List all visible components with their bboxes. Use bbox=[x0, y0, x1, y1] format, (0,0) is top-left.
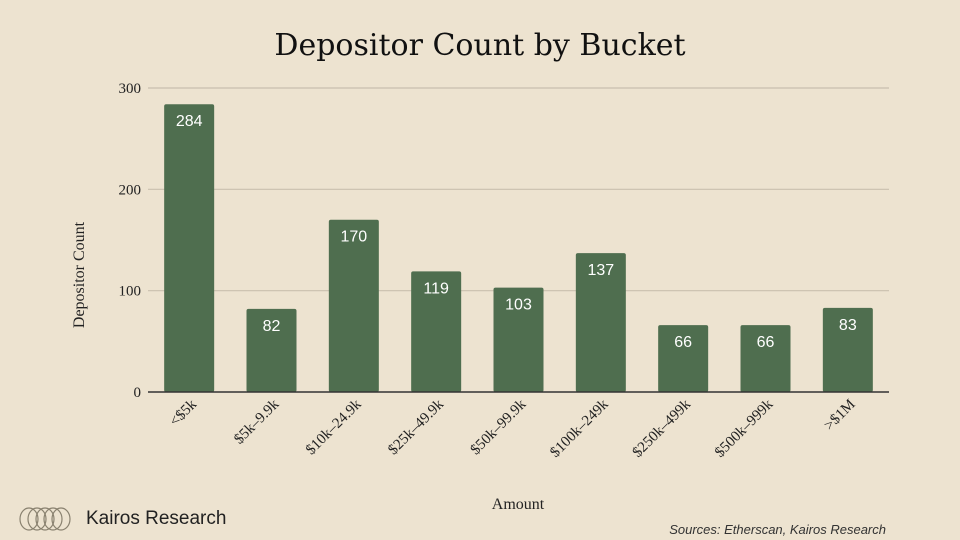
bar-value-label: 103 bbox=[505, 297, 532, 314]
x-category-label: $250k–499k bbox=[630, 396, 695, 461]
bar-value-label: 82 bbox=[263, 318, 281, 335]
bar bbox=[164, 104, 215, 393]
x-category-label: <$5k bbox=[167, 396, 201, 430]
y-tick-label: 200 bbox=[119, 182, 142, 198]
bar bbox=[328, 219, 379, 392]
x-category-label: $10k–24.9k bbox=[303, 396, 365, 458]
x-axis-categories: <$5k $5k–9.9k $10k–24.9k $25k–49.9k $50k–99.… bbox=[167, 396, 859, 461]
brand-name: Kairos Research bbox=[86, 508, 227, 529]
x-category-label: $100k–249k bbox=[547, 396, 612, 461]
bar-value-label: 66 bbox=[674, 334, 692, 351]
bar-value-label: 170 bbox=[340, 229, 367, 246]
y-tick-label: 100 bbox=[119, 284, 142, 300]
bar bbox=[822, 307, 873, 392]
x-category-label: $500k–999k bbox=[712, 396, 777, 461]
gridlines bbox=[148, 87, 889, 292]
bar bbox=[740, 325, 791, 392]
x-category-label: $50k–99.9k bbox=[468, 396, 530, 458]
bar-value-label: 119 bbox=[423, 280, 449, 297]
y-axis-ticks: 0 100 200 300 bbox=[119, 81, 142, 401]
bar bbox=[246, 308, 297, 392]
data-labels: 284 82 170 119 103 137 66 66 83 bbox=[176, 113, 857, 351]
sources-note: Sources: Etherscan, Kairos Research bbox=[669, 522, 886, 537]
brand-logo: Kairos Research bbox=[18, 506, 226, 532]
y-tick-label: 300 bbox=[119, 81, 142, 97]
x-axis-title: Amount bbox=[492, 496, 545, 513]
x-category-label: >$1M bbox=[821, 397, 858, 434]
bar-value-label: 284 bbox=[176, 113, 203, 130]
bar bbox=[658, 325, 709, 392]
x-category-label: $25k–49.9k bbox=[385, 396, 447, 458]
bar bbox=[575, 253, 626, 392]
y-tick-label: 0 bbox=[134, 385, 142, 401]
bar-value-label: 137 bbox=[587, 262, 614, 279]
kairos-logo-icon bbox=[19, 507, 71, 531]
bar-value-label: 83 bbox=[839, 317, 857, 334]
bar bbox=[411, 271, 462, 392]
y-axis-title: Depositor Count bbox=[71, 221, 88, 328]
bar-value-label: 66 bbox=[757, 334, 775, 351]
chart-title: Depositor Count by Bucket bbox=[274, 28, 685, 63]
bar bbox=[493, 287, 544, 392]
bars bbox=[164, 104, 873, 393]
x-category-label: $5k–9.9k bbox=[231, 396, 282, 447]
